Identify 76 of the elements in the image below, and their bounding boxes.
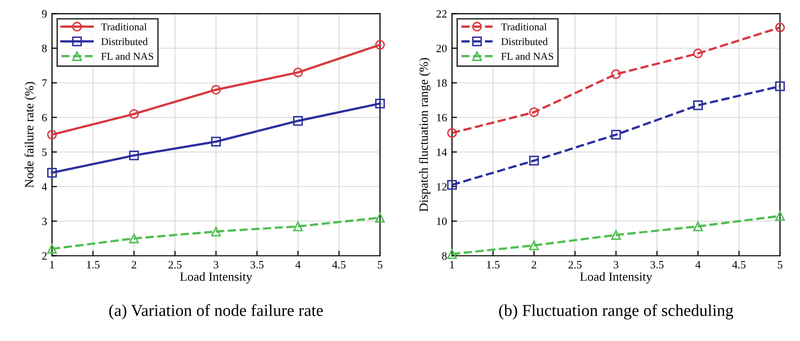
x-axis-title: Load Intensity [580, 272, 652, 284]
x-tick-label: 4 [295, 261, 301, 268]
y-tick-label: 12 [437, 183, 447, 190]
point [293, 68, 303, 78]
point [375, 212, 385, 223]
x-tick-label: 2 [532, 260, 536, 268]
y-axis-title: Dispatch fluctuation range (%) [418, 58, 430, 212]
point [775, 211, 785, 221]
point [775, 22, 785, 32]
y-tick-label: 4 [42, 183, 47, 190]
point [447, 128, 457, 138]
point [293, 221, 303, 232]
x-tick-label: 3.5 [650, 260, 664, 268]
point [693, 221, 703, 232]
point [693, 48, 703, 58]
x-tick-label: 1.5 [487, 260, 500, 268]
text: (b) Fluctuation range of scheduling [499, 304, 734, 320]
x-tick-label: 4 [695, 261, 701, 268]
point [129, 109, 139, 119]
x-tick-label: 1 [50, 260, 54, 268]
point [375, 98, 385, 108]
point [375, 40, 385, 50]
point [47, 130, 57, 140]
point [211, 84, 221, 95]
legend-label: Traditional [501, 23, 547, 30]
y-tick-label: 14 [437, 148, 447, 156]
x-tick-label: 5 [778, 261, 782, 268]
x-tick-label: 2.5 [568, 260, 582, 268]
point [447, 249, 457, 259]
point [47, 244, 57, 254]
y-tick-label: 16 [437, 114, 447, 122]
x-tick-label: 3 [214, 260, 218, 268]
point [529, 240, 539, 250]
point [129, 234, 139, 244]
point [129, 150, 139, 160]
point [211, 226, 221, 236]
point [611, 230, 621, 240]
legend-label: FL and NAS [101, 52, 154, 60]
legend-label: Traditional [101, 23, 147, 30]
text: (a) Variation of node failure rate [109, 304, 323, 320]
y-tick-label: 8 [442, 252, 447, 260]
x-tick-label: 5 [378, 261, 382, 268]
x-tick-label: 4.5 [732, 261, 746, 268]
point [529, 156, 539, 166]
y-tick-label: 18 [437, 79, 447, 87]
x-tick-label: 3.5 [250, 260, 264, 268]
x-tick-label: 3 [614, 260, 618, 268]
point [211, 136, 221, 146]
y-tick-label: 2 [42, 252, 47, 260]
point [693, 100, 703, 110]
x-tick-label: 1.5 [87, 260, 100, 268]
y-axis-title: Node failure rate (%) [24, 82, 36, 188]
y-tick-label: 3 [42, 218, 47, 226]
x-axis-title: Load Intensity [180, 272, 252, 284]
point [47, 168, 57, 178]
y-tick-label: 10 [437, 218, 447, 226]
point [293, 116, 303, 126]
y-tick-label: 7 [42, 79, 47, 87]
legend-label: FL and NAS [501, 52, 554, 60]
y-tick-label: 8 [42, 44, 47, 52]
x-tick-label: 2.5 [168, 260, 182, 268]
point [529, 107, 539, 118]
x-tick-label: 2 [132, 260, 136, 268]
point [447, 180, 457, 190]
point [611, 130, 621, 140]
y-tick-label: 9 [42, 10, 47, 18]
point [775, 81, 785, 92]
y-tick-label: 5 [42, 148, 47, 156]
y-tick-label: 22 [436, 10, 447, 18]
legend-label: Distributed [501, 38, 548, 46]
legend-label: Distributed [101, 38, 148, 46]
y-tick-label: 20 [436, 44, 447, 52]
x-tick-label: 4.5 [332, 261, 346, 268]
y-tick-label: 6 [42, 114, 47, 122]
point [611, 69, 621, 80]
x-tick-label: 1 [450, 260, 454, 268]
